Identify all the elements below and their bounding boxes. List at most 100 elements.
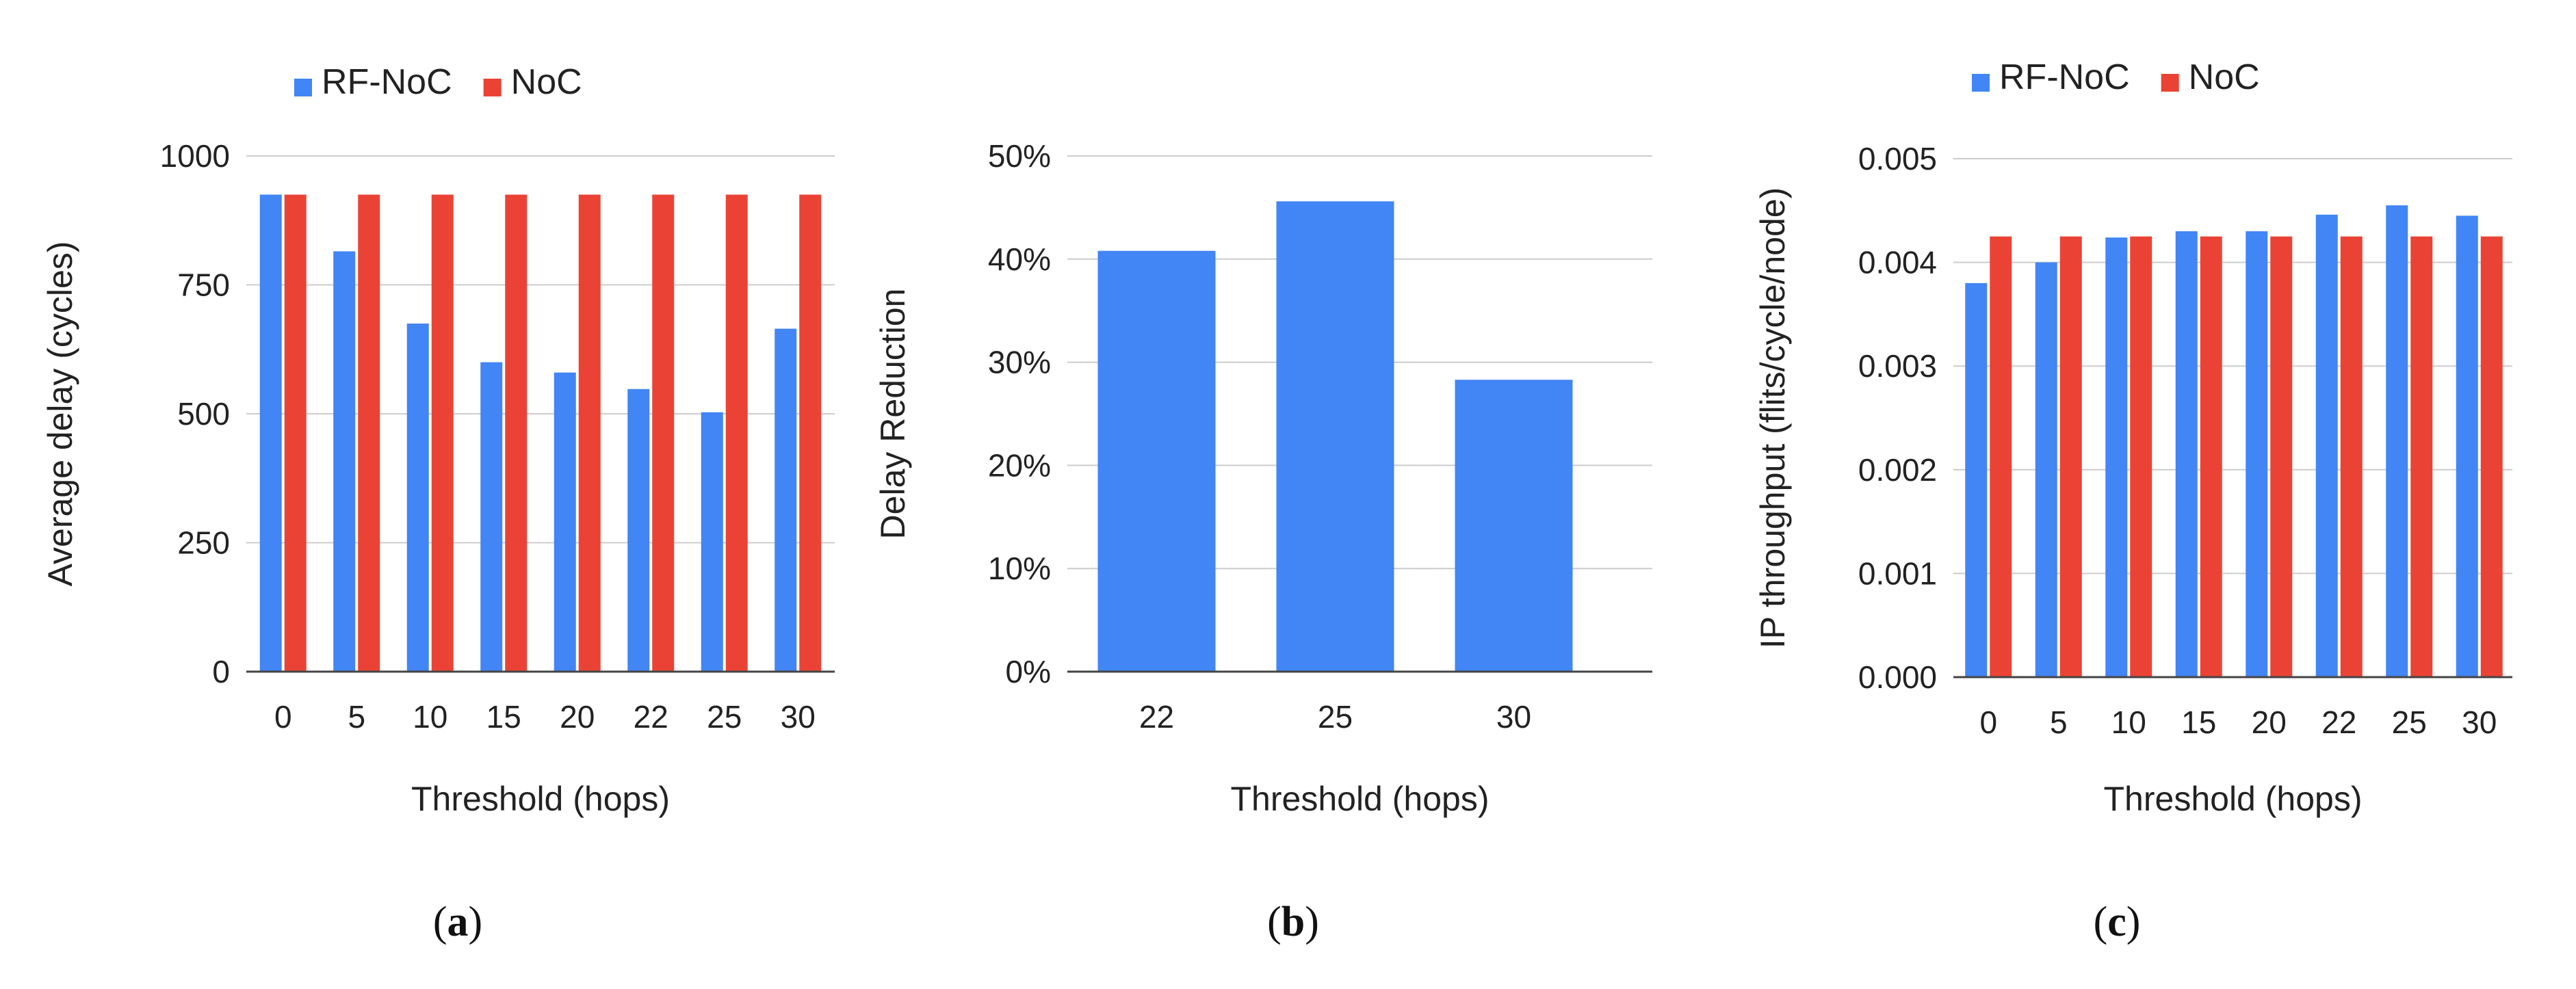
bar-noc-25: [2410, 236, 2433, 677]
legend-label: RF-NoC: [322, 62, 452, 102]
y-axis-title: Average delay (cycles): [41, 241, 79, 587]
bar-noc-22: [2340, 236, 2363, 677]
x-tick-label: 25: [1318, 699, 1353, 735]
chart-a: 0 250 500 750 1000 0 5 10 15 20 22 25 30 Average dela…: [41, 62, 835, 945]
legend-swatch-noc: [483, 79, 502, 96]
x-tick-label: 0: [1979, 704, 1997, 740]
x-tick-label: 25: [707, 699, 742, 735]
bar-rf-noc-0: [1965, 282, 1988, 677]
bar-rf-noc-22: [2315, 214, 2338, 677]
caption-paren: (: [433, 899, 447, 945]
x-tick-label: 15: [486, 699, 521, 735]
y-tick-label: 0.005: [1858, 141, 1937, 176]
y-axis-title: IP throughput (flits/cycle/node): [1754, 187, 1792, 648]
x-tick-label: 10: [413, 699, 447, 735]
bar-rf-noc-10: [2105, 237, 2128, 677]
x-tick-label: 10: [2111, 704, 2146, 740]
caption-paren: ): [469, 899, 483, 945]
y-tick-label: 0%: [1006, 654, 1051, 689]
caption-letter: a: [447, 899, 469, 945]
bar-rf-noc-5: [333, 251, 356, 672]
legend-swatch-rf-noc: [294, 79, 312, 96]
x-tick-label: 22: [1139, 699, 1174, 735]
x-tick-label: 22: [634, 699, 668, 735]
chart-c: 0.000 0.001 0.002 0.003 0.004 0.005 0 5 10 15 20 22…: [1754, 57, 2512, 945]
x-tick-label: 5: [2050, 704, 2068, 740]
x-tick-label: 30: [2462, 704, 2497, 740]
y-tick-label: 750: [177, 267, 230, 303]
bar-noc-22: [652, 194, 675, 672]
legend-label: NoC: [2189, 57, 2260, 97]
caption-paren: (: [2094, 899, 2108, 945]
bar-noc-5: [358, 194, 380, 672]
y-axis-title: Delay Reduction: [874, 289, 912, 540]
y-tick-label: 250: [177, 525, 230, 561]
caption-paren: ): [2126, 899, 2141, 945]
y-tick-label: 30%: [988, 345, 1051, 380]
bar-rf-noc-22: [627, 388, 650, 672]
bar-rf-noc-0: [259, 194, 282, 672]
x-tick-label: 5: [348, 699, 365, 735]
bar-rf-noc-20: [2246, 231, 2268, 677]
bar-rf-noc-25: [2386, 205, 2408, 678]
bar-noc-5: [2059, 236, 2082, 677]
bar-rf-noc-30: [2456, 215, 2478, 677]
y-tick-label: 20%: [988, 447, 1051, 483]
bar-rf-noc-10: [406, 324, 429, 672]
x-tick-label: 25: [2392, 704, 2427, 740]
y-tick-label: 0.002: [1858, 452, 1937, 488]
legend-swatch-rf-noc: [1972, 74, 1990, 92]
bar-noc-30: [799, 194, 822, 672]
x-tick-label: 20: [2252, 704, 2287, 740]
y-tick-label: 0: [212, 654, 230, 689]
panel-caption: (a): [433, 899, 482, 945]
chart-b: 0% 10% 20% 30% 40% 50% 22 25 30 Delay Reduction Th…: [874, 138, 1652, 945]
bar-series-22: [1097, 250, 1216, 672]
x-axis-title: Threshold (hops): [2104, 780, 2363, 818]
bar-noc-20: [2270, 236, 2293, 677]
panel-caption: (b): [1267, 899, 1319, 945]
bar-series-25: [1276, 201, 1394, 672]
bar-rf-noc-20: [554, 372, 576, 672]
y-tick-label: 50%: [988, 138, 1051, 174]
bar-noc-10: [431, 194, 454, 672]
caption-paren: ): [1305, 899, 1319, 945]
bar-rf-noc-15: [480, 362, 503, 672]
y-tick-label: 0.000: [1858, 659, 1937, 695]
legend-swatch-noc: [2161, 74, 2179, 92]
y-tick-label: 0.004: [1858, 245, 1937, 280]
caption-letter: c: [2107, 899, 2126, 945]
y-tick-label: 10%: [988, 551, 1051, 586]
caption-paren: (: [1267, 899, 1282, 945]
bar-noc-30: [2480, 236, 2503, 677]
bar-rf-noc-25: [701, 412, 723, 672]
x-axis-title: Threshold (hops): [411, 780, 670, 818]
x-tick-label: 15: [2181, 704, 2216, 740]
legend-label: NoC: [511, 62, 582, 102]
bar-noc-15: [505, 194, 528, 672]
bar-rf-noc-30: [775, 328, 797, 672]
y-tick-label: 0.001: [1858, 555, 1937, 591]
bar-noc-0: [1990, 236, 2012, 677]
legend: RF-NoC NoC: [1972, 57, 2260, 97]
x-tick-label: 30: [1496, 699, 1531, 735]
caption-letter: b: [1282, 899, 1305, 945]
bar-noc-25: [725, 194, 748, 672]
x-tick-label: 30: [781, 699, 816, 735]
y-tick-label: 1000: [160, 138, 230, 174]
bar-series-30: [1455, 380, 1573, 672]
legend-label: RF-NoC: [1999, 57, 2130, 97]
x-tick-label: 0: [274, 699, 292, 735]
bar-noc-15: [2200, 236, 2222, 677]
x-axis-title: Threshold (hops): [1231, 780, 1489, 818]
y-tick-label: 0.003: [1858, 348, 1937, 384]
y-tick-label: 500: [177, 396, 230, 432]
legend: RF-NoC NoC: [294, 62, 582, 102]
x-tick-label: 22: [2321, 704, 2356, 740]
bar-noc-10: [2130, 236, 2152, 677]
y-tick-label: 40%: [988, 241, 1051, 277]
bar-rf-noc-5: [2035, 262, 2057, 678]
bar-noc-0: [284, 194, 307, 672]
bar-noc-20: [578, 194, 601, 672]
